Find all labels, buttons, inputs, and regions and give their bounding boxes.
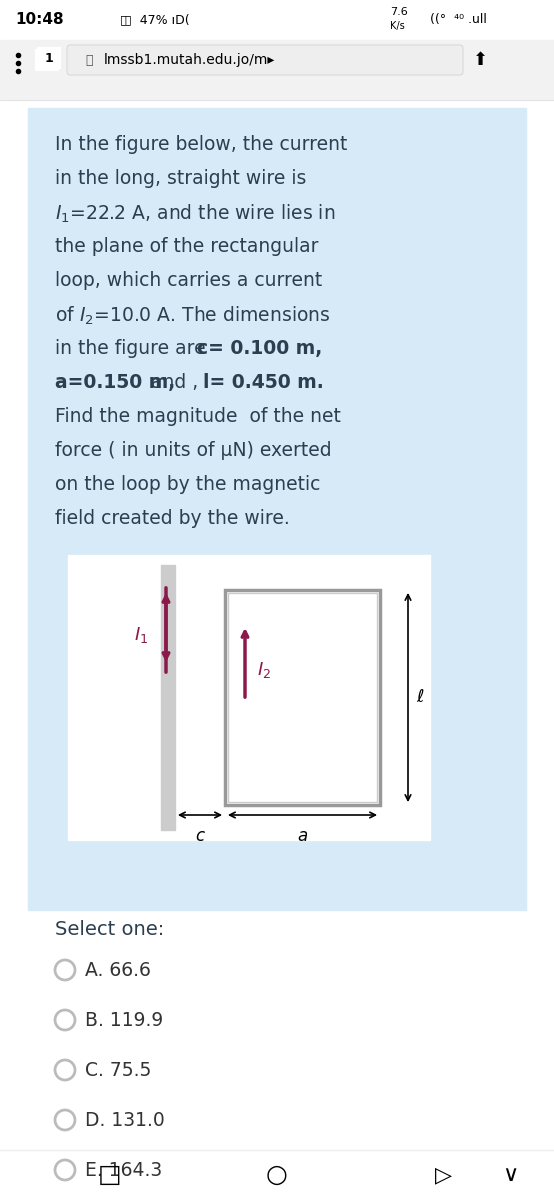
Circle shape	[55, 1010, 75, 1030]
Text: $I_2$: $I_2$	[257, 660, 271, 680]
Text: in the figure are: in the figure are	[55, 338, 212, 358]
Text: E. 164.3: E. 164.3	[85, 1160, 162, 1180]
Text: a=0.150 m,: a=0.150 m,	[55, 373, 175, 392]
Bar	[28, 108, 526, 910]
Circle shape	[55, 1060, 75, 1080]
Text: $\ell$: $\ell$	[416, 689, 424, 707]
Bar	[228, 593, 377, 802]
Text: $c$: $c$	[194, 827, 206, 845]
Text: field created by the wire.: field created by the wire.	[55, 509, 290, 528]
Circle shape	[55, 1110, 75, 1130]
Circle shape	[55, 960, 75, 980]
Bar	[161, 565, 175, 830]
Text: in the long, straight wire is: in the long, straight wire is	[55, 169, 306, 188]
Text: C. 75.5: C. 75.5	[85, 1061, 151, 1080]
Text: 7.6: 7.6	[390, 7, 408, 17]
Text: and ,: and ,	[145, 373, 204, 392]
Text: B. 119.9: B. 119.9	[85, 1010, 163, 1030]
Text: 🔒: 🔒	[85, 54, 93, 66]
Text: □: □	[98, 1163, 122, 1187]
Bar	[0, 40, 554, 100]
Bar	[68, 554, 430, 840]
Text: K/s: K/s	[390, 20, 405, 31]
Circle shape	[55, 1160, 75, 1180]
Bar	[0, 0, 554, 40]
FancyBboxPatch shape	[67, 44, 463, 74]
Text: $I_1$: $I_1$	[134, 625, 148, 646]
Text: Find the magnitude  of the net: Find the magnitude of the net	[55, 407, 341, 426]
Text: c= 0.100 m,: c= 0.100 m,	[197, 338, 322, 358]
Text: loop, which carries a current: loop, which carries a current	[55, 271, 322, 290]
Text: 10:48: 10:48	[15, 12, 64, 28]
Text: A. 66.6: A. 66.6	[85, 960, 151, 979]
Text: $I_1$=22.2 A, and the wire lies in: $I_1$=22.2 A, and the wire lies in	[55, 203, 336, 226]
Text: ▷: ▷	[435, 1165, 453, 1186]
Text: Select one:: Select one:	[55, 920, 164, 938]
Text: ◫  47% ıD(: ◫ 47% ıD(	[120, 13, 189, 26]
Bar	[36, 50, 58, 70]
Text: on the loop by the magnetic: on the loop by the magnetic	[55, 475, 320, 494]
Text: ∨: ∨	[502, 1165, 518, 1186]
Text: ○: ○	[266, 1163, 288, 1187]
Text: ((°  ⁴⁰ .ull: ((° ⁴⁰ .ull	[430, 13, 487, 26]
Bar	[0, 1150, 554, 1200]
Text: 1: 1	[45, 52, 53, 65]
Bar	[38, 48, 60, 68]
Text: lmssb1.mutah.edu.jo/m▸: lmssb1.mutah.edu.jo/m▸	[104, 53, 275, 67]
Text: D. 131.0: D. 131.0	[85, 1110, 165, 1129]
Text: force ( in units of μN) exerted: force ( in units of μN) exerted	[55, 440, 332, 460]
Text: l= 0.450 m.: l= 0.450 m.	[203, 373, 324, 392]
Text: of $I_2$=10.0 A. The dimensions: of $I_2$=10.0 A. The dimensions	[55, 305, 331, 328]
Text: the plane of the rectangular: the plane of the rectangular	[55, 236, 319, 256]
Text: In the figure below, the current: In the figure below, the current	[55, 134, 347, 154]
Text: ⬆: ⬆	[473, 50, 488, 68]
Bar	[225, 590, 380, 805]
Text: $a$: $a$	[297, 827, 308, 845]
